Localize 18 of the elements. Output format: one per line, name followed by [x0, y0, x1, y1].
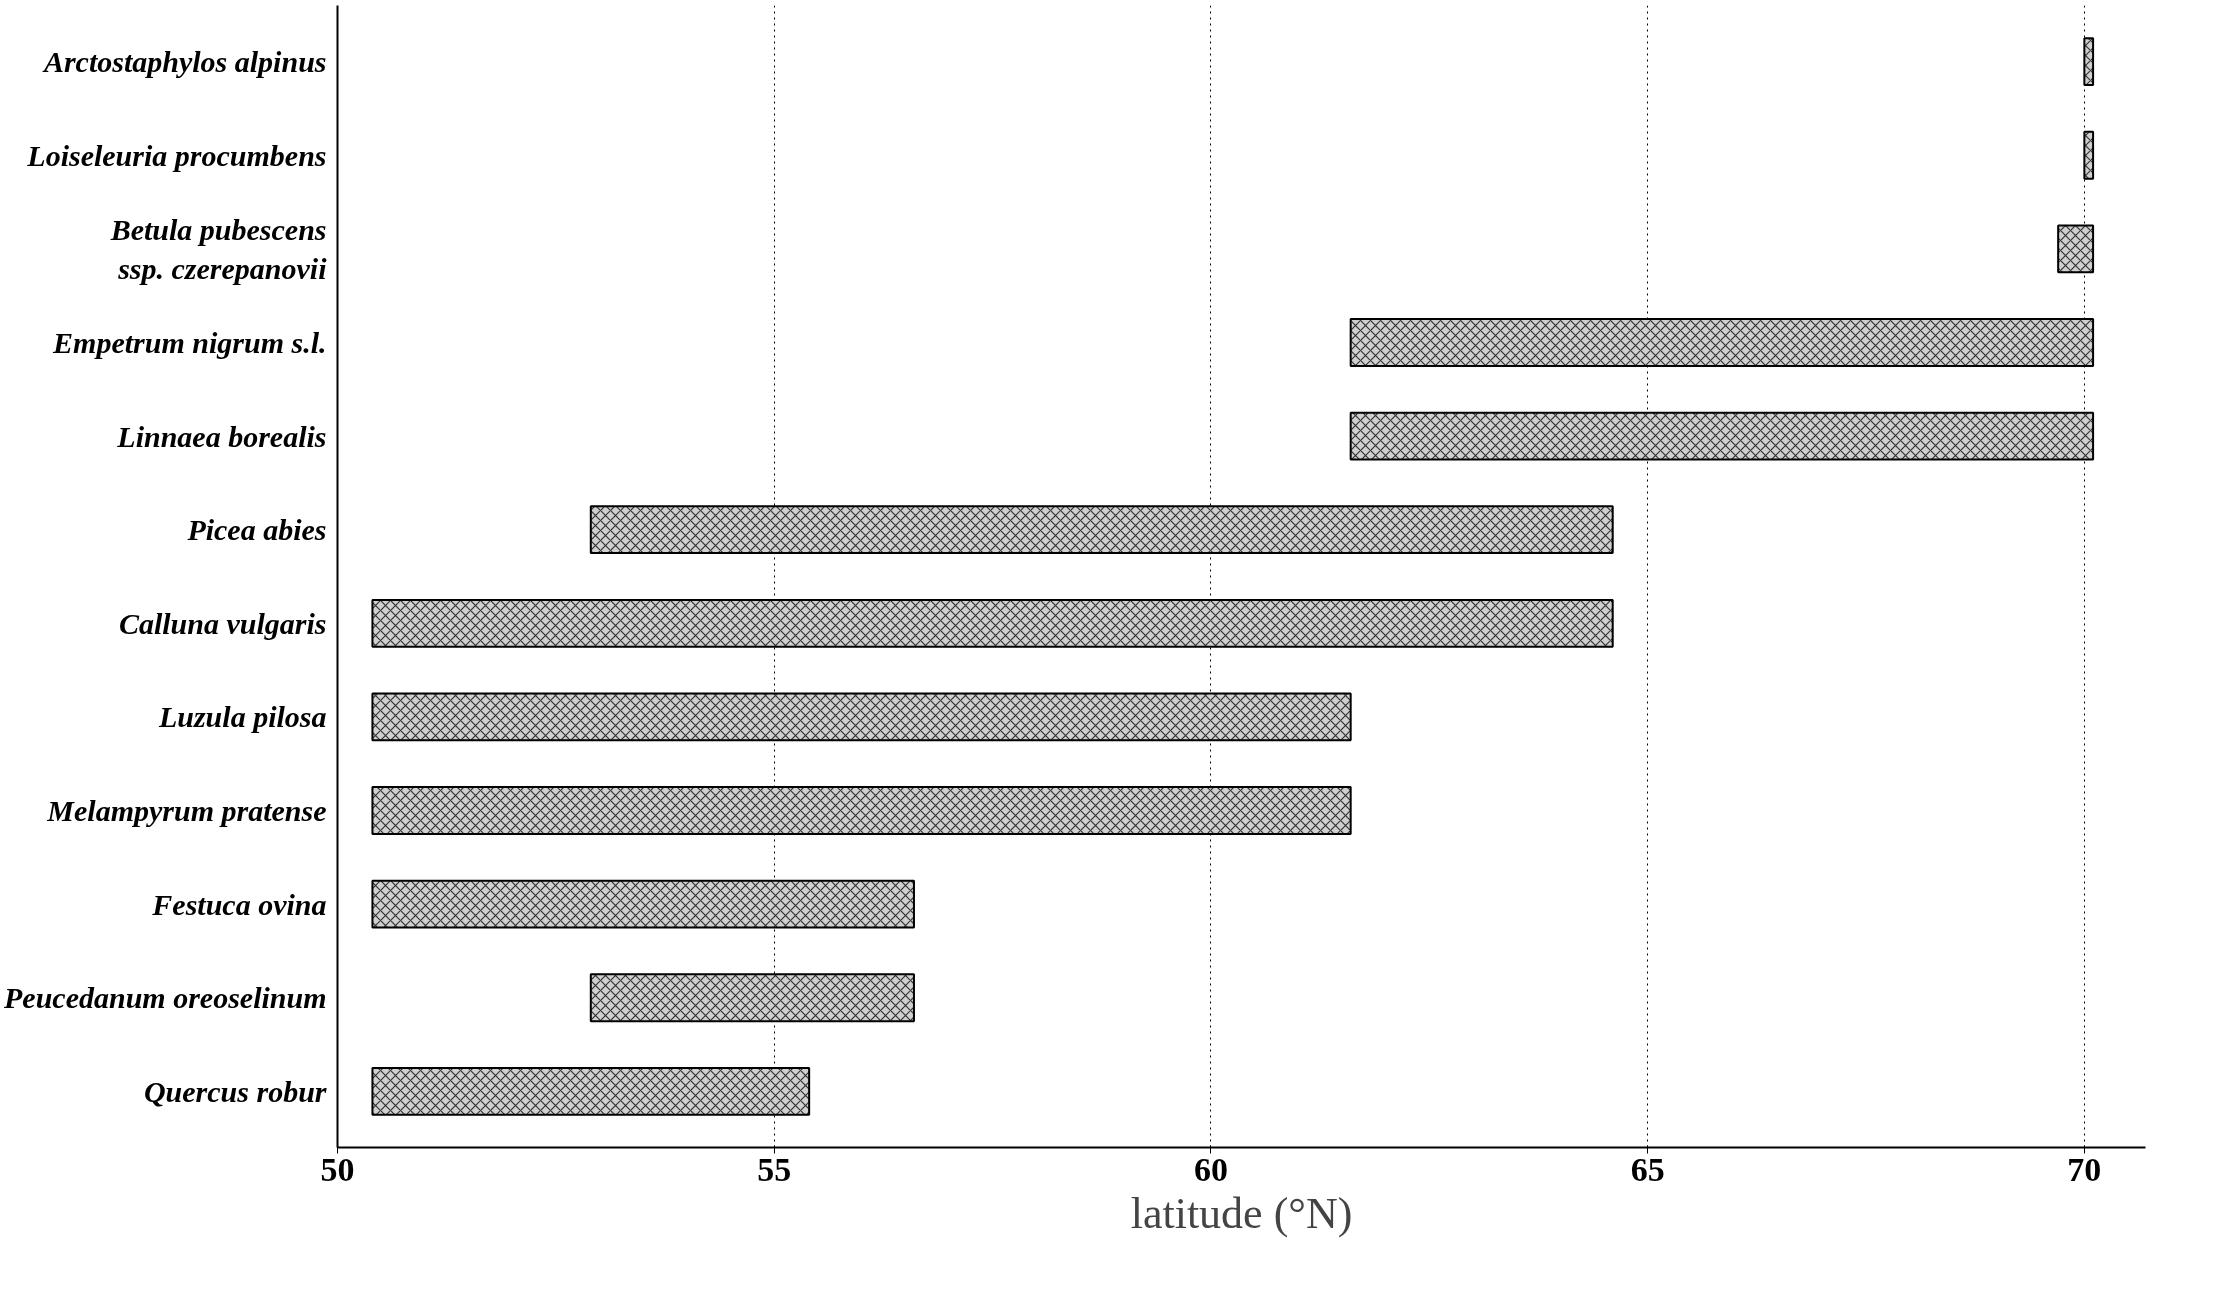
x-tick-label: 65: [1630, 1150, 1665, 1188]
y-tick-label: Quercus robur: [143, 1074, 327, 1108]
y-tick-label: Empetrum nigrum s.l.: [52, 325, 327, 359]
y-tick-label: Arctostaphylos alpinus: [41, 45, 327, 79]
x-tick-label: 50: [320, 1150, 355, 1188]
x-tick-label: 70: [2067, 1150, 2102, 1188]
x-tick-label: 55: [757, 1150, 792, 1188]
y-tick-label: Peucedanum oreoselinum: [2, 981, 327, 1015]
y-tick-label: Festuca ovina: [151, 887, 327, 921]
y-tick-label: Calluna vulgaris: [118, 606, 327, 640]
x-tick-label: 60: [1193, 1150, 1228, 1188]
y-tick-label: Luzula pilosa: [157, 700, 327, 734]
x-axis-title: latitude (°N): [1130, 1188, 1353, 1238]
y-tick-label: Melampyrum pratense: [46, 794, 327, 828]
y-tick-label: Linnaea borealis: [116, 419, 327, 453]
y-tick-label: Loiseleuria procumbens: [26, 138, 327, 172]
y-tick-label: Picea abies: [186, 513, 327, 547]
y-tick-label: Betula pubescens ssp. czerepanovii: [109, 212, 328, 286]
